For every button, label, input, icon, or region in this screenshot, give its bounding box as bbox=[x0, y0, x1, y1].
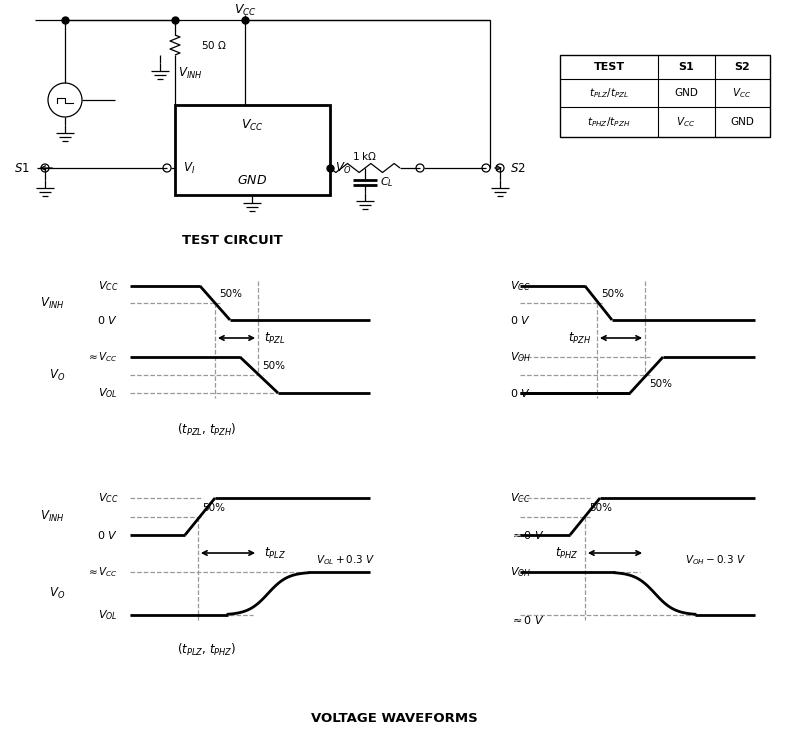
Text: $V_O$: $V_O$ bbox=[49, 367, 65, 383]
Text: $t_{PHZ}$: $t_{PHZ}$ bbox=[556, 545, 579, 561]
Text: 50%: 50% bbox=[219, 289, 242, 299]
Text: $V_{OH} - 0.3\ V$: $V_{OH} - 0.3\ V$ bbox=[685, 553, 746, 567]
Text: $GND$: $GND$ bbox=[238, 174, 268, 187]
Text: 50%: 50% bbox=[202, 502, 225, 512]
Text: $S2$: $S2$ bbox=[510, 162, 526, 174]
Text: 1 k$\Omega$: 1 k$\Omega$ bbox=[353, 150, 378, 162]
Text: $\approx$$V_{CC}$: $\approx$$V_{CC}$ bbox=[86, 350, 118, 364]
Text: $0\ V$: $0\ V$ bbox=[97, 314, 118, 326]
Text: $V_{INH}$: $V_{INH}$ bbox=[178, 66, 202, 80]
Text: VOLTAGE WAVEFORMS: VOLTAGE WAVEFORMS bbox=[311, 712, 478, 725]
Text: $0\ V$: $0\ V$ bbox=[97, 529, 118, 541]
Text: $t_{PHZ}/t_{PZH}$: $t_{PHZ}/t_{PZH}$ bbox=[587, 115, 630, 129]
Text: $V_O$: $V_O$ bbox=[49, 586, 65, 601]
Text: $V_{INH}$: $V_{INH}$ bbox=[40, 295, 65, 311]
Text: $S1$: $S1$ bbox=[14, 162, 30, 174]
Text: ($t_{PLZ}$, $t_{PHZ}$): ($t_{PLZ}$, $t_{PHZ}$) bbox=[177, 642, 237, 658]
Text: $V_O$: $V_O$ bbox=[335, 160, 351, 176]
Text: $V_{OL}$: $V_{OL}$ bbox=[98, 608, 118, 622]
Text: 50%: 50% bbox=[601, 289, 624, 299]
Text: GND: GND bbox=[674, 88, 698, 98]
Text: $V_{INH}$: $V_{INH}$ bbox=[40, 509, 65, 524]
Text: $V_{OH}$: $V_{OH}$ bbox=[510, 565, 531, 579]
Text: $t_{PLZ}/t_{PZL}$: $t_{PLZ}/t_{PZL}$ bbox=[589, 86, 629, 100]
Text: $0\ V$: $0\ V$ bbox=[510, 387, 531, 399]
Text: $V_{CC}$: $V_{CC}$ bbox=[676, 115, 696, 129]
Text: 50%: 50% bbox=[589, 502, 612, 512]
Text: $V_{CC}$: $V_{CC}$ bbox=[234, 2, 257, 17]
Text: 50 $\Omega$: 50 $\Omega$ bbox=[201, 39, 227, 51]
Text: S1: S1 bbox=[678, 62, 694, 72]
Text: 50%: 50% bbox=[262, 361, 285, 371]
Text: $t_{PZL}$: $t_{PZL}$ bbox=[264, 330, 286, 346]
Text: $t_{PZH}$: $t_{PZH}$ bbox=[567, 330, 591, 346]
Text: ($t_{PZL}$, $t_{PZH}$): ($t_{PZL}$, $t_{PZH}$) bbox=[177, 422, 237, 438]
Bar bbox=[560, 55, 770, 137]
Text: TEST CIRCUIT: TEST CIRCUIT bbox=[182, 233, 283, 246]
Text: $V_{CC}$: $V_{CC}$ bbox=[733, 86, 752, 100]
Text: 50%: 50% bbox=[649, 379, 672, 389]
Text: $V_{OL} + 0.3\ V$: $V_{OL} + 0.3\ V$ bbox=[316, 553, 375, 567]
Text: $V_{OL}$: $V_{OL}$ bbox=[98, 386, 118, 400]
Text: $V_{CC}$: $V_{CC}$ bbox=[241, 117, 264, 133]
Text: GND: GND bbox=[730, 117, 754, 127]
Text: $\approx 0\ V$: $\approx 0\ V$ bbox=[510, 529, 545, 541]
Text: $V_{CC}$: $V_{CC}$ bbox=[98, 279, 118, 293]
Text: $V_I$: $V_I$ bbox=[183, 160, 195, 176]
Text: $V_{OH}$: $V_{OH}$ bbox=[510, 350, 531, 364]
Text: $V_{CC}$: $V_{CC}$ bbox=[98, 491, 118, 505]
Text: S2: S2 bbox=[734, 62, 750, 72]
Text: $V_{CC}$: $V_{CC}$ bbox=[510, 279, 530, 293]
Bar bbox=[175, 105, 330, 195]
Text: $\approx 0\ V$: $\approx 0\ V$ bbox=[510, 614, 545, 626]
Text: $C_L$: $C_L$ bbox=[380, 175, 394, 189]
Text: TEST: TEST bbox=[593, 62, 625, 72]
Text: $t_{PLZ}$: $t_{PLZ}$ bbox=[264, 545, 286, 561]
Text: $\approx$$V_{CC}$: $\approx$$V_{CC}$ bbox=[86, 565, 118, 579]
Text: $V_{CC}$: $V_{CC}$ bbox=[510, 491, 530, 505]
Text: $0\ V$: $0\ V$ bbox=[510, 314, 531, 326]
